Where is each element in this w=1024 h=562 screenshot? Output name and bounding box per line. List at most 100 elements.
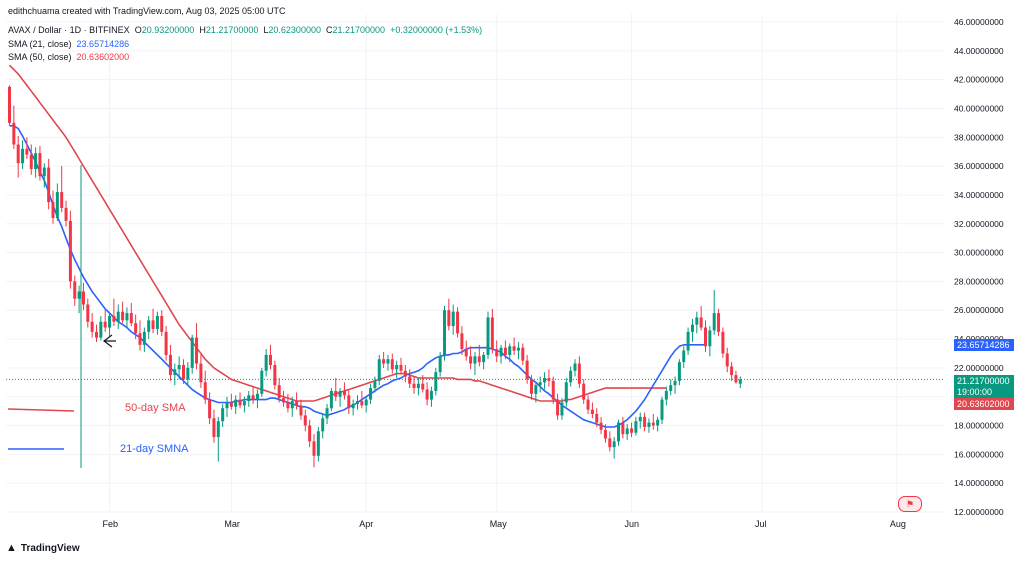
candle-body <box>21 148 25 164</box>
candle-body <box>586 399 590 410</box>
candle-body <box>686 331 690 351</box>
candle-body <box>229 402 233 407</box>
candle-body <box>630 428 634 433</box>
candle-body <box>669 385 673 391</box>
candle-body <box>68 220 72 282</box>
candle-body <box>64 207 68 221</box>
candle-body <box>373 380 377 389</box>
ohlc-low-value: 20.62300000 <box>268 25 321 35</box>
candle-body <box>351 403 355 409</box>
candle-body <box>312 441 316 456</box>
candle-body <box>29 154 33 169</box>
annotation-lines <box>7 165 116 468</box>
candle-body <box>212 418 216 438</box>
candle-body <box>251 395 255 400</box>
candle-body <box>295 401 299 406</box>
ohlc-high-value: 21.21700000 <box>205 25 259 35</box>
candle-body <box>112 316 116 322</box>
y-tick-label: 36.00000000 <box>954 161 1004 171</box>
candle-body <box>321 418 325 432</box>
candle-body <box>260 370 264 394</box>
candle-body <box>390 359 394 370</box>
candles-group <box>8 85 742 468</box>
candle-body <box>325 408 329 419</box>
candle-body <box>290 401 294 409</box>
sma50-legend[interactable]: SMA (50, close) 20.63602000 <box>8 52 129 63</box>
candle-body <box>569 370 573 383</box>
candle-body <box>247 395 251 402</box>
sma21-legend[interactable]: SMA (21, close) 23.65714286 <box>8 39 129 50</box>
candle-body <box>443 310 446 357</box>
candle-body <box>273 365 277 386</box>
candle-body <box>173 369 177 376</box>
candle-body <box>682 350 686 363</box>
candle-body <box>690 324 694 332</box>
candle-body <box>12 122 16 145</box>
x-tick-label: Apr <box>359 519 373 529</box>
candle-body <box>712 313 716 331</box>
y-tick-label: 18.00000000 <box>954 421 1004 431</box>
candle-body <box>560 402 564 416</box>
candle-body <box>612 441 616 448</box>
candle-body <box>451 311 455 327</box>
candle-body <box>412 383 416 389</box>
candle-body <box>673 380 677 386</box>
candle-body <box>534 385 538 394</box>
candle-body <box>403 370 407 377</box>
candle-body <box>142 331 146 345</box>
candle-body <box>182 365 185 380</box>
candle-body <box>55 192 59 218</box>
candle-body <box>725 353 729 367</box>
tradingview-logo[interactable]: ▲ TradingView <box>6 542 80 554</box>
candle-body <box>38 153 42 177</box>
candle-body <box>208 399 212 419</box>
candle-body <box>695 317 699 325</box>
candle-body <box>342 390 346 396</box>
candle-body <box>608 438 612 448</box>
sma21-annotation: 21-day SMNA <box>120 443 189 455</box>
x-tick-label: May <box>490 519 508 529</box>
candle-body <box>730 366 734 376</box>
candle-body <box>495 349 499 357</box>
candle-body <box>195 337 199 364</box>
y-tick-label: 26.00000000 <box>954 305 1004 315</box>
symbol-ohlc-row: AVAX / Dollar · 1D · BITFINEX O20.932000… <box>8 25 482 36</box>
y-tick-label: 46.00000000 <box>954 17 1004 27</box>
candle-body <box>664 390 668 400</box>
y-tick-label: 28.00000000 <box>954 276 1004 286</box>
candle-body <box>547 377 551 381</box>
candle-body <box>199 363 203 383</box>
x-tick-label: Mar <box>224 519 240 529</box>
candle-body <box>225 402 229 409</box>
candle-body <box>190 337 194 368</box>
ohlc-change: +0.32000000 (+1.53%) <box>390 25 483 35</box>
ohlc-high-label: H <box>199 25 206 35</box>
candle-body <box>103 321 107 328</box>
candle-body <box>434 372 438 391</box>
candle-body <box>573 363 577 371</box>
ohlc-low-label: L <box>263 25 269 35</box>
candle-body <box>460 333 464 350</box>
candle-body <box>369 388 373 400</box>
candle-body <box>530 379 533 394</box>
candle-body <box>538 382 542 386</box>
candle-body <box>147 320 151 332</box>
y-tick-label: 22.00000000 <box>954 363 1004 373</box>
y-tick-label: 16.00000000 <box>954 449 1004 459</box>
sma21-legend-value: 23.65714286 <box>76 39 130 49</box>
sma50-line-group <box>8 64 667 402</box>
candle-body <box>77 291 81 299</box>
sma50-annotation-line <box>7 408 75 412</box>
flag-icon[interactable]: ⚑ <box>898 496 922 512</box>
candle-body <box>717 313 721 332</box>
candle-body <box>8 86 11 123</box>
candle-body <box>168 354 172 376</box>
sma50-legend-value: 20.63602000 <box>76 52 130 62</box>
candle-body <box>338 390 342 397</box>
candle-body <box>186 367 190 380</box>
tradingview-wordmark: TradingView <box>20 542 80 554</box>
candle-body <box>551 380 555 400</box>
candle-body <box>155 316 159 329</box>
candle-body <box>521 347 525 361</box>
